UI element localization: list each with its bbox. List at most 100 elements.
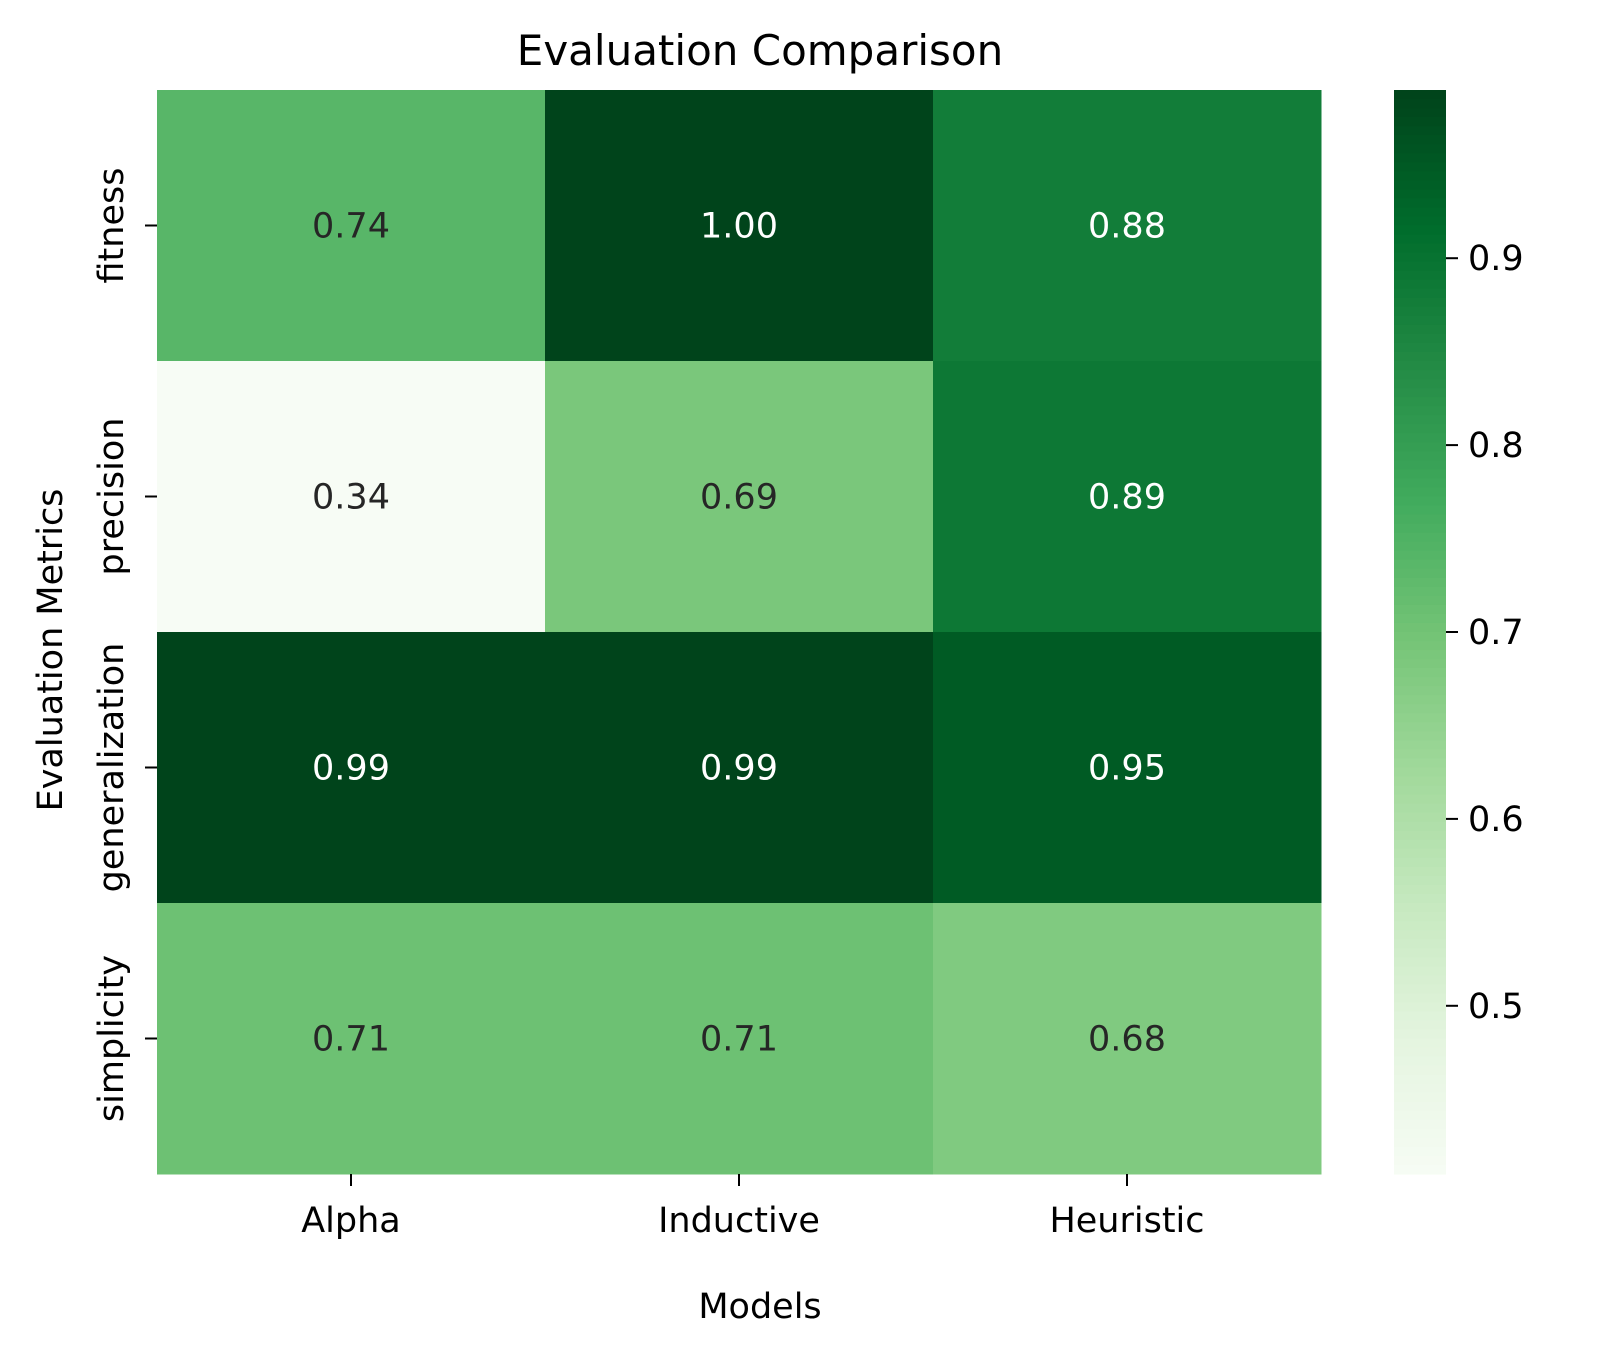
colorbar-segment — [1394, 613, 1446, 624]
colorbar-segment — [1394, 622, 1446, 633]
x-tick-label: Alpha — [301, 1201, 401, 1241]
colorbar-segment — [1394, 1020, 1446, 1031]
colorbar-segment — [1394, 478, 1446, 489]
colorbar-segment — [1394, 90, 1446, 100]
colorbar-segment — [1394, 324, 1446, 335]
colorbar-segment — [1394, 830, 1446, 841]
colorbar-segment — [1394, 704, 1446, 714]
colorbar-segment — [1394, 297, 1446, 308]
colorbar-segment — [1394, 966, 1446, 976]
colorbar-tick-label: 0.7 — [1468, 613, 1524, 653]
colorbar-segment — [1394, 839, 1446, 850]
colorbar-segment — [1394, 912, 1446, 922]
colorbar-segment — [1394, 785, 1446, 796]
colorbar-tick-label: 0.5 — [1468, 987, 1524, 1027]
colorbar-segment — [1394, 821, 1446, 832]
cell-value-label: 0.99 — [312, 749, 390, 789]
y-tick-label: simplicity — [92, 955, 132, 1122]
colorbar-segment — [1394, 713, 1446, 723]
heatmap-cell — [933, 361, 1322, 633]
colorbar-segment — [1394, 361, 1446, 371]
colorbar-segment — [1394, 577, 1446, 588]
colorbar-segment — [1394, 243, 1446, 254]
colorbar-segment — [1394, 1155, 1446, 1166]
x-tick-label: Heuristic — [1049, 1201, 1204, 1241]
colorbar-segment — [1394, 948, 1446, 958]
colorbar-segment — [1394, 505, 1446, 516]
colorbar-segment — [1394, 857, 1446, 868]
x-tick-label: Inductive — [658, 1201, 820, 1241]
colorbar-segment — [1394, 1119, 1446, 1130]
colorbar-tick-label: 0.6 — [1468, 800, 1524, 840]
colorbar-segment — [1394, 604, 1446, 615]
colorbar-segment — [1394, 424, 1446, 434]
colorbar-segment — [1394, 993, 1446, 1003]
colorbar-segment — [1394, 541, 1446, 552]
colorbar-segment — [1394, 234, 1446, 245]
heatmap-cell — [157, 90, 546, 362]
colorbar-segment — [1394, 108, 1446, 118]
heatmap-cell — [157, 903, 546, 1175]
colorbar-segment — [1394, 496, 1446, 507]
heatmap-cell — [545, 632, 934, 904]
colorbar-segment — [1394, 216, 1446, 227]
heatmap-cells — [157, 90, 1322, 1175]
colorbar-segment — [1394, 1065, 1446, 1076]
colorbar-segment — [1394, 1137, 1446, 1148]
colorbar-segment — [1394, 442, 1446, 452]
colorbar: 0.5 0.6 0.7 0.8 0.9 — [1394, 90, 1524, 1175]
colorbar-segment — [1394, 342, 1446, 353]
colorbar-segment — [1394, 650, 1446, 660]
colorbar-segment — [1394, 388, 1446, 398]
colorbar-segment — [1394, 153, 1446, 163]
colorbar-segment — [1394, 270, 1446, 281]
colorbar-segment — [1394, 930, 1446, 940]
y-tick-label: generalization — [92, 643, 132, 893]
cell-value-label: 0.71 — [312, 1020, 390, 1060]
colorbar-segment — [1394, 884, 1446, 895]
colorbar-segment — [1394, 677, 1446, 687]
colorbar-segment — [1394, 731, 1446, 741]
cell-value-label: 0.88 — [1088, 207, 1166, 247]
cell-value-label: 0.71 — [700, 1020, 778, 1060]
colorbar-segment — [1394, 1128, 1446, 1139]
colorbar-segment — [1394, 306, 1446, 317]
colorbar-segment — [1394, 415, 1446, 425]
colorbar-segment — [1394, 469, 1446, 480]
colorbar-segment — [1394, 1110, 1446, 1121]
colorbar-segment — [1394, 1164, 1446, 1175]
x-axis: Alpha Inductive Heuristic — [301, 1174, 1205, 1241]
colorbar-segment — [1394, 406, 1446, 416]
colorbar-segment — [1394, 99, 1446, 109]
colorbar-tick-label: 0.9 — [1468, 239, 1524, 279]
colorbar-segment — [1394, 668, 1446, 678]
colorbar-segment — [1394, 126, 1446, 136]
colorbar-segment — [1394, 1047, 1446, 1058]
colorbar-segment — [1394, 957, 1446, 967]
colorbar-segment — [1394, 315, 1446, 326]
colorbar-segment — [1394, 586, 1446, 597]
colorbar-segment — [1394, 776, 1446, 787]
heatmap-cell — [933, 90, 1322, 362]
colorbar-segment — [1394, 1029, 1446, 1040]
colorbar-segment — [1394, 758, 1446, 769]
heatmap-cell — [545, 90, 934, 362]
colorbar-segment — [1394, 550, 1446, 561]
colorbar-segment — [1394, 659, 1446, 669]
colorbar-segment — [1394, 903, 1446, 913]
colorbar-segment — [1394, 893, 1446, 904]
colorbar-segment — [1394, 333, 1446, 344]
cell-value-label: 0.69 — [700, 478, 778, 518]
cell-value-label: 0.95 — [1088, 749, 1166, 789]
colorbar-segment — [1394, 812, 1446, 823]
x-axis-label: Models — [698, 1287, 821, 1327]
colorbar-segment — [1394, 433, 1446, 443]
colorbar-segment — [1394, 1092, 1446, 1103]
colorbar-segment — [1394, 135, 1446, 145]
y-tick-label: precision — [92, 418, 132, 576]
colorbar-tick-label: 0.8 — [1468, 426, 1524, 466]
colorbar-segment — [1394, 279, 1446, 290]
colorbar-segment — [1394, 1056, 1446, 1067]
colorbar-segment — [1394, 695, 1446, 705]
